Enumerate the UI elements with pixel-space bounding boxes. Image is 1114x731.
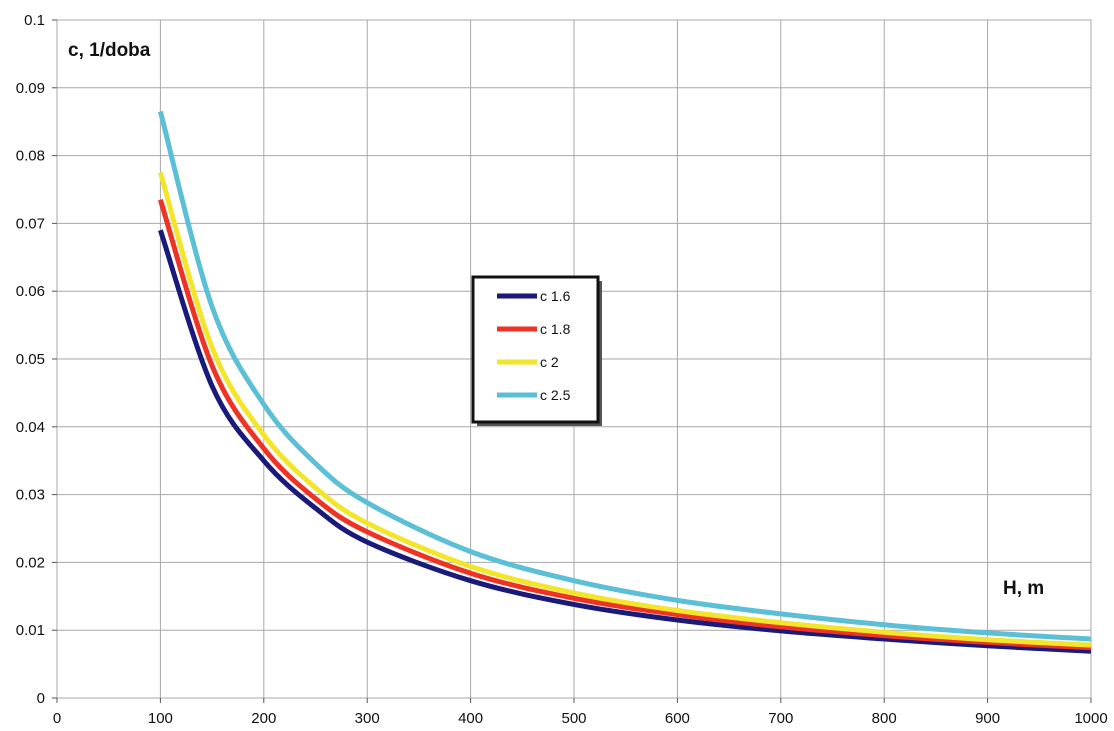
series-line-3 bbox=[157, 110, 1092, 642]
x-tick-label: 700 bbox=[768, 710, 793, 727]
x-tick-labels: 0 100 200 300 400 500 600 700 800 900 1000 bbox=[53, 698, 1108, 727]
y-tick-label: 0.07 bbox=[16, 215, 45, 232]
x-tick-label: 800 bbox=[872, 710, 897, 727]
legend-label-1: c 1.8 bbox=[540, 321, 571, 337]
x-tick-label: 900 bbox=[975, 710, 1000, 727]
x-tick-label: 100 bbox=[148, 710, 173, 727]
y-tick-labels: 0 0.01 0.02 0.03 0.04 0.05 0.06 0.07 0.08 0.09 0.1 bbox=[16, 12, 57, 707]
series-line-1 bbox=[158, 198, 1092, 651]
y-tick-label: 0.09 bbox=[16, 80, 45, 97]
x-tick-label: 600 bbox=[665, 710, 690, 727]
x-tick-label: 300 bbox=[355, 710, 380, 727]
legend-items: c 1.6 c 1.8 c 2 c 2.5 bbox=[497, 288, 571, 403]
x-tick-label: 1000 bbox=[1074, 710, 1107, 727]
y-tick-label: 0.02 bbox=[16, 554, 45, 571]
y-tick-label: 0.01 bbox=[16, 622, 45, 639]
y-tick-label: 0 bbox=[37, 690, 45, 707]
y-tick-label: 0.05 bbox=[16, 351, 45, 368]
y-tick-label: 0.08 bbox=[16, 148, 45, 165]
x-tick-label: 0 bbox=[53, 710, 61, 727]
legend: c 1.6 c 1.8 c 2 c 2.5 bbox=[471, 275, 602, 426]
legend-label-0: c 1.6 bbox=[540, 288, 571, 304]
series-line-2 bbox=[158, 171, 1092, 648]
x-tick-label: 500 bbox=[561, 710, 586, 727]
x-tick-label: 200 bbox=[251, 710, 276, 727]
y-tick-label: 0.04 bbox=[16, 419, 45, 436]
x-tick-label: 400 bbox=[458, 710, 483, 727]
y-tick-label: 0.03 bbox=[16, 487, 45, 504]
legend-label-2: c 2 bbox=[540, 354, 559, 370]
legend-box bbox=[471, 275, 600, 424]
y-axis-title: c, 1/doba bbox=[68, 40, 151, 61]
legend-label-3: c 2.5 bbox=[540, 387, 571, 403]
series-line-0 bbox=[158, 229, 1092, 654]
series-lines bbox=[157, 110, 1092, 654]
y-tick-label: 0.1 bbox=[24, 12, 45, 29]
y-tick-label: 0.06 bbox=[16, 283, 45, 300]
x-axis-title: H, m bbox=[1003, 578, 1044, 599]
